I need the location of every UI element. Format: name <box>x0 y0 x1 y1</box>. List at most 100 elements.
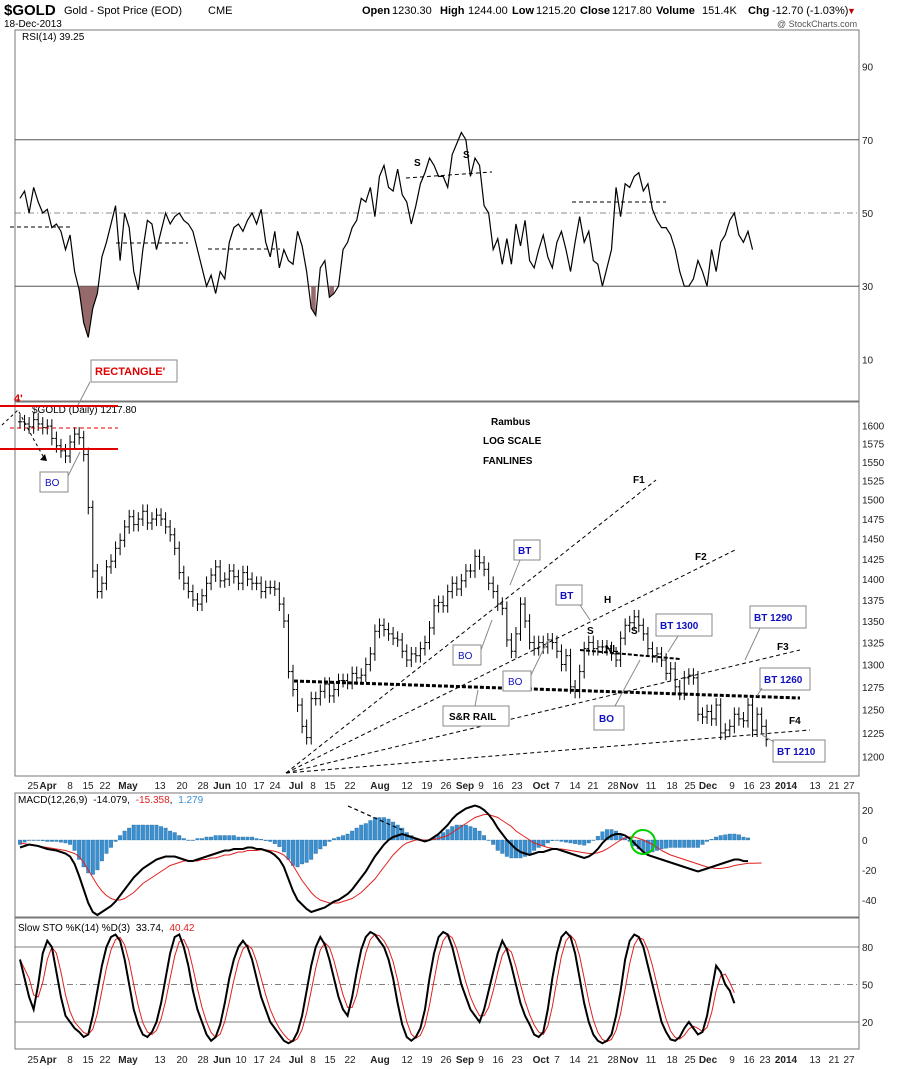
price-bar <box>277 582 282 612</box>
macd-hist-bar <box>473 827 477 841</box>
price-bar <box>504 601 509 647</box>
x-axis-label: 13 <box>154 1055 166 1066</box>
macd-hist-bar <box>682 839 687 848</box>
price-bar <box>509 633 514 659</box>
macd-hist-bar <box>586 839 591 844</box>
x-axis-label: 28 <box>197 1055 209 1066</box>
x-axis-label: May <box>118 781 138 792</box>
macd-hist-bar <box>195 838 200 841</box>
price-bar <box>409 647 414 667</box>
price-y-tick: 1450 <box>862 535 885 546</box>
macd-hist-bar <box>281 839 286 853</box>
symbol: $GOLD <box>4 2 56 19</box>
price-bar <box>236 569 241 591</box>
macd-hist-bar <box>149 824 154 841</box>
x-axis-label: 15 <box>82 781 94 792</box>
macd-hist-bar <box>145 824 150 841</box>
macd-hist-bar <box>104 839 109 854</box>
price-bar <box>168 520 173 542</box>
x-axis-label: Dec <box>699 1055 718 1066</box>
bt2-label: BT <box>560 591 573 602</box>
price-bar <box>240 565 245 591</box>
exchange: CME <box>208 5 232 17</box>
bt1210-pointer <box>761 734 775 743</box>
price-bar <box>154 508 159 526</box>
price-bar <box>709 704 714 726</box>
price-bar <box>586 635 591 656</box>
price-y-tick: 1225 <box>862 729 885 740</box>
x-axis-label: 24 <box>269 1055 281 1066</box>
price-y-tick: 1550 <box>862 458 885 469</box>
macd-hist-bar <box>72 839 77 851</box>
macd-hist-bar <box>113 839 118 842</box>
x-axis-label: Jun <box>213 1055 231 1066</box>
macd-hist-bar <box>286 839 291 860</box>
price-bar <box>627 615 632 633</box>
price-bar <box>727 719 732 738</box>
macd-hist-bar <box>186 839 191 841</box>
macd-panel-frame <box>14 792 860 918</box>
macd-hist-bar <box>605 829 609 841</box>
macd-crossover-circle <box>630 829 656 855</box>
price-panel-frame <box>14 401 860 777</box>
x-axis-label: 21 <box>587 1055 599 1066</box>
chg-label: Chg <box>748 5 769 17</box>
x-axis-label: Jun <box>213 781 231 792</box>
price-bar <box>159 508 164 526</box>
macd-hist-bar <box>386 818 391 841</box>
x-axis-label: 25 <box>684 781 696 792</box>
open-value: 1230.30 <box>392 5 432 17</box>
macd-hist-bar <box>240 836 245 841</box>
x-axis-label: 27 <box>843 1055 855 1066</box>
macd-hist-bar <box>90 839 95 875</box>
price-y-tick: 1200 <box>862 753 885 764</box>
macd-hist-bar <box>714 836 719 841</box>
sto-d-value: 40.42 <box>169 923 194 934</box>
macd-hist-bar <box>131 824 136 841</box>
price-bar <box>714 698 719 726</box>
macd-hist-bar <box>63 839 68 844</box>
x-axis-label: 23 <box>511 781 523 792</box>
price-bar <box>204 576 209 603</box>
price-bar <box>268 580 273 595</box>
price-bar <box>750 698 755 738</box>
high-value: 1244.00 <box>468 5 508 17</box>
x-axis-label: 25 <box>684 1055 696 1066</box>
macd-hist-bar <box>231 835 236 841</box>
x-axis-label: 8 <box>310 781 316 792</box>
x-axis-label: 23 <box>511 1055 523 1066</box>
macd-hist-bar <box>600 831 605 841</box>
bt1300-label: BT 1300 <box>660 621 699 632</box>
macd-hist-bar <box>696 839 700 848</box>
macd-hist-bar <box>545 839 550 844</box>
price-bar <box>554 635 559 659</box>
price-bar <box>473 549 477 578</box>
x-axis-label: Apr <box>39 781 56 792</box>
price-bar <box>90 500 95 578</box>
macd-hist-bar <box>341 835 345 841</box>
price-bar <box>382 618 386 637</box>
macd-hist-bar <box>159 826 163 841</box>
bo1-pointer <box>67 451 81 477</box>
macd-hist-bar <box>36 839 41 841</box>
macd-hist-bar <box>454 824 459 841</box>
macd-hist-bar <box>741 836 746 841</box>
x-axis-label: 26 <box>440 1055 452 1066</box>
price-bar <box>591 635 596 656</box>
price-bar <box>655 647 659 663</box>
sr-rail-label: S&R RAIL <box>449 712 496 723</box>
x-axis-label: 22 <box>99 1055 111 1066</box>
macd-hist-bar <box>99 839 104 862</box>
x-axis-label: Dec <box>699 781 718 792</box>
price-bar <box>723 723 728 740</box>
macd-hist-bar <box>723 834 728 841</box>
macd-hist-bar <box>468 826 473 841</box>
macd-hist-bar <box>40 839 45 841</box>
macd-dash-line <box>347 805 403 831</box>
macd-hist-bar <box>309 839 314 860</box>
macd-hist-bar <box>227 835 232 841</box>
fanlines-label: FANLINES <box>483 456 533 467</box>
nl-label: NL <box>605 644 618 655</box>
x-axis-label: 9 <box>478 781 484 792</box>
macd-hist-bar <box>268 839 273 842</box>
